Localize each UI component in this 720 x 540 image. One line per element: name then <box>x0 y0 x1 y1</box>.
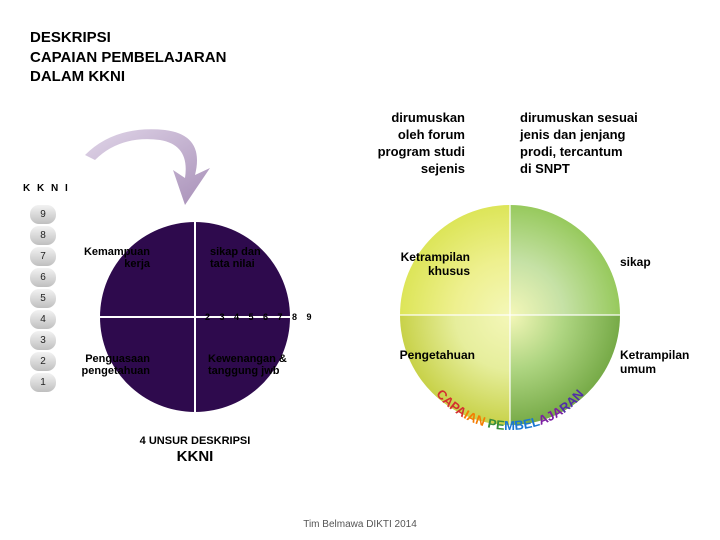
description-left: dirumuskan oleh forum program studi seje… <box>378 110 465 178</box>
ladder-rung: 5 <box>30 289 56 308</box>
gy-quadrant <box>510 315 620 425</box>
title-l3: DALAM KKNI <box>30 67 226 87</box>
footer-text: Tim Belmawa DIKTI 2014 <box>0 519 720 530</box>
ladder-rung: 4 <box>30 310 56 329</box>
gy-label-bl: Pengetahuan <box>385 348 475 362</box>
kkni-label: K K N I <box>23 183 70 194</box>
quad-label-br: Kewenangan & tanggung jwb <box>208 353 298 377</box>
gy-label-tl: Ketrampilankhusus <box>375 250 470 279</box>
gy-circle <box>400 205 620 425</box>
title-l1: DESKRIPSI <box>30 28 226 48</box>
kkni-ladder: 9 8 7 6 5 4 3 2 1 <box>30 205 56 392</box>
quad-label-bl: Penguasaan pengetahuan <box>60 353 150 377</box>
gy-quadrant <box>400 315 510 425</box>
gy-label-tr: sikap <box>620 255 651 269</box>
quad-label-tr: sikap dan tata nilai <box>210 246 300 270</box>
ladder-rung: 1 <box>30 373 56 392</box>
title-l2: CAPAIAN PEMBELAJARAN <box>30 48 226 68</box>
ladder-rung: 6 <box>30 268 56 287</box>
ladder-rung: 9 <box>30 205 56 224</box>
purple-caption: 4 UNSUR DESKRIPSI <box>115 435 275 447</box>
ladder-rung: 3 <box>30 331 56 350</box>
page-title: DESKRIPSI CAPAIAN PEMBELAJARAN DALAM KKN… <box>30 28 226 87</box>
ladder-rung: 2 <box>30 352 56 371</box>
ladder-rung: 8 <box>30 226 56 245</box>
ladder-rung: 7 <box>30 247 56 266</box>
green-yellow-diagram <box>400 205 620 425</box>
purple-caption-kkni: KKNI <box>115 448 275 465</box>
gy-label-br: Ketrampilanumum <box>620 348 689 377</box>
description-right: dirumuskan sesuai jenis dan jenjang prod… <box>520 110 638 178</box>
quad-label-tl: Kemampuan kerja <box>60 246 150 270</box>
gy-quadrant <box>510 205 620 315</box>
ring-numbers: 2 3 4 5 6 7 8 9 <box>195 312 315 322</box>
curved-arrow-icon <box>75 120 220 210</box>
